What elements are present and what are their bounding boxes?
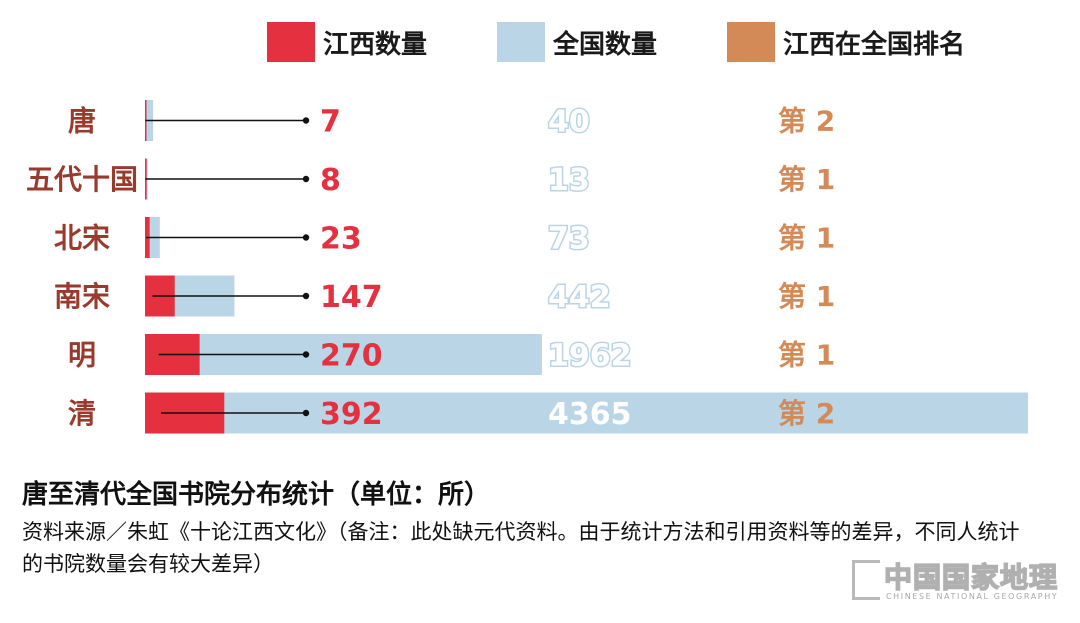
logo-chinese-text: 中国国家地理: [883, 560, 1059, 595]
value-label-national: 4365: [548, 397, 632, 432]
category-label: 南宋: [54, 280, 110, 313]
value-label-national: 442: [548, 280, 611, 315]
publisher-logo: 中国国家地理 CHINESE NATIONAL GEOGRAPHY: [852, 556, 1062, 608]
value-label-national: 73: [548, 222, 590, 257]
legend-label-jiangxi: 江西数量: [323, 30, 427, 60]
category-label: 北宋: [54, 222, 110, 255]
leader-dot: [302, 234, 310, 241]
legend-label-rank: 江西在全国排名: [783, 29, 965, 60]
rank-label: 第 1: [778, 222, 835, 255]
category-label: 唐: [68, 105, 96, 138]
rank-label: 第 1: [778, 339, 835, 372]
value-label-national: 40: [548, 105, 590, 140]
value-label-jiangxi: 147: [320, 280, 383, 315]
value-label-jiangxi: 392: [320, 397, 383, 432]
rank-label: 第 2: [778, 105, 835, 138]
legend-swatch-jiangxi: [267, 22, 315, 62]
row-5: 清 392 4365 第 2: [68, 392, 1028, 434]
value-label-jiangxi: 270: [320, 339, 383, 374]
value-label-jiangxi: 7: [320, 105, 341, 140]
legend-swatch-national: [497, 22, 545, 62]
legend: 江西数量 全国数量 江西在全国排名: [267, 22, 965, 62]
rank-label: 第 1: [778, 163, 835, 196]
bar-chart: 江西数量 全国数量 江西在全国排名 唐 7 40 第 2 五代十国 8 13 第 1 北宋 23 73 第…: [26, 22, 1028, 434]
category-label: 清: [68, 397, 96, 430]
value-label-national: 13: [548, 163, 590, 198]
category-label: 五代十国: [26, 163, 138, 196]
leader-dot: [302, 117, 310, 124]
value-label-jiangxi: 8: [320, 163, 341, 198]
logo-frame-icon: [852, 560, 880, 600]
value-label-national: 1962: [548, 339, 632, 374]
logo-english-text: CHINESE NATIONAL GEOGRAPHY: [886, 592, 1059, 601]
category-label: 明: [68, 339, 96, 372]
leader-dot: [302, 351, 310, 358]
row-4: 明 270 1962 第 1: [68, 334, 835, 375]
value-label-jiangxi: 23: [320, 222, 362, 257]
leader-dot: [302, 409, 310, 417]
row-1: 五代十国 8 13 第 1: [26, 158, 835, 200]
row-3: 南宋 147 442 第 1: [54, 275, 835, 317]
legend-label-national: 全国数量: [552, 29, 657, 60]
row-0: 唐 7 40 第 2: [68, 100, 835, 141]
rank-label: 第 2: [778, 397, 835, 430]
leader-dot: [302, 175, 310, 183]
legend-swatch-rank: [727, 22, 775, 62]
chart-source-note: 资料来源／朱虹《十论江西文化》（备注：此处缺元代资料。由于统计方法和引用资料等的…: [22, 520, 1020, 576]
leader-dot: [302, 292, 310, 300]
chart-rows: 唐 7 40 第 2 五代十国 8 13 第 1 北宋 23 73 第 1 南宋 147 442 第 1 明 27…: [26, 100, 1028, 434]
chart-title: 唐至清代全国书院分布统计（单位：所）: [22, 480, 491, 510]
row-2: 北宋 23 73 第 1: [54, 217, 835, 258]
rank-label: 第 1: [778, 280, 835, 313]
